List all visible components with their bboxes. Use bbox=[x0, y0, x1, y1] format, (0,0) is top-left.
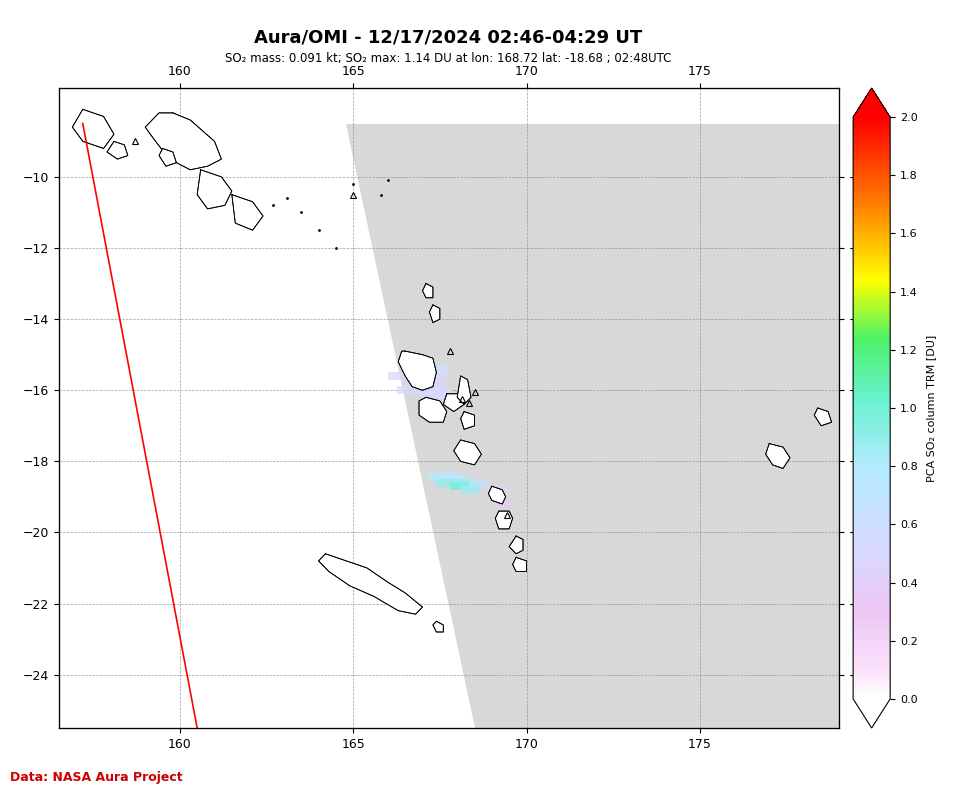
Polygon shape bbox=[72, 110, 114, 149]
PathPatch shape bbox=[853, 88, 890, 117]
Bar bbox=[388, 372, 444, 380]
Polygon shape bbox=[814, 408, 832, 426]
Polygon shape bbox=[107, 142, 128, 159]
Polygon shape bbox=[429, 305, 440, 322]
Polygon shape bbox=[433, 622, 444, 632]
Bar bbox=[431, 365, 448, 373]
Y-axis label: PCA SO₂ column TRM [DU]: PCA SO₂ column TRM [DU] bbox=[926, 334, 936, 482]
Polygon shape bbox=[444, 394, 464, 411]
Polygon shape bbox=[513, 558, 526, 571]
Bar bbox=[429, 472, 457, 479]
Polygon shape bbox=[232, 194, 263, 230]
Polygon shape bbox=[398, 351, 437, 390]
Polygon shape bbox=[488, 486, 506, 504]
Bar bbox=[412, 379, 447, 387]
Bar bbox=[460, 486, 482, 494]
Polygon shape bbox=[457, 376, 471, 405]
Bar bbox=[419, 369, 447, 376]
Text: Aura/OMI - 12/17/2024 02:46-04:29 UT: Aura/OMI - 12/17/2024 02:46-04:29 UT bbox=[254, 28, 643, 46]
Polygon shape bbox=[419, 398, 447, 422]
Polygon shape bbox=[145, 113, 221, 170]
Bar bbox=[397, 386, 449, 394]
Polygon shape bbox=[319, 554, 422, 614]
PathPatch shape bbox=[853, 699, 890, 728]
Polygon shape bbox=[495, 511, 513, 529]
Polygon shape bbox=[509, 536, 523, 554]
Polygon shape bbox=[765, 443, 790, 469]
Polygon shape bbox=[159, 149, 176, 166]
Bar bbox=[402, 376, 444, 383]
Bar bbox=[433, 394, 453, 402]
Polygon shape bbox=[197, 170, 232, 209]
Polygon shape bbox=[460, 411, 475, 430]
Bar bbox=[421, 390, 452, 398]
Bar bbox=[493, 500, 511, 508]
Bar bbox=[450, 482, 478, 490]
Bar bbox=[488, 486, 509, 494]
Polygon shape bbox=[453, 440, 482, 465]
Bar bbox=[469, 478, 487, 486]
Bar bbox=[433, 475, 468, 483]
Text: SO₂ mass: 0.091 kt; SO₂ max: 1.14 DU at lon: 168.72 lat: -18.68 ; 02:48UTC: SO₂ mass: 0.091 kt; SO₂ max: 1.14 DU at … bbox=[225, 52, 672, 65]
Bar bbox=[437, 478, 478, 486]
Text: Data: NASA Aura Project: Data: NASA Aura Project bbox=[10, 771, 182, 784]
Polygon shape bbox=[422, 283, 433, 298]
Polygon shape bbox=[346, 123, 838, 728]
